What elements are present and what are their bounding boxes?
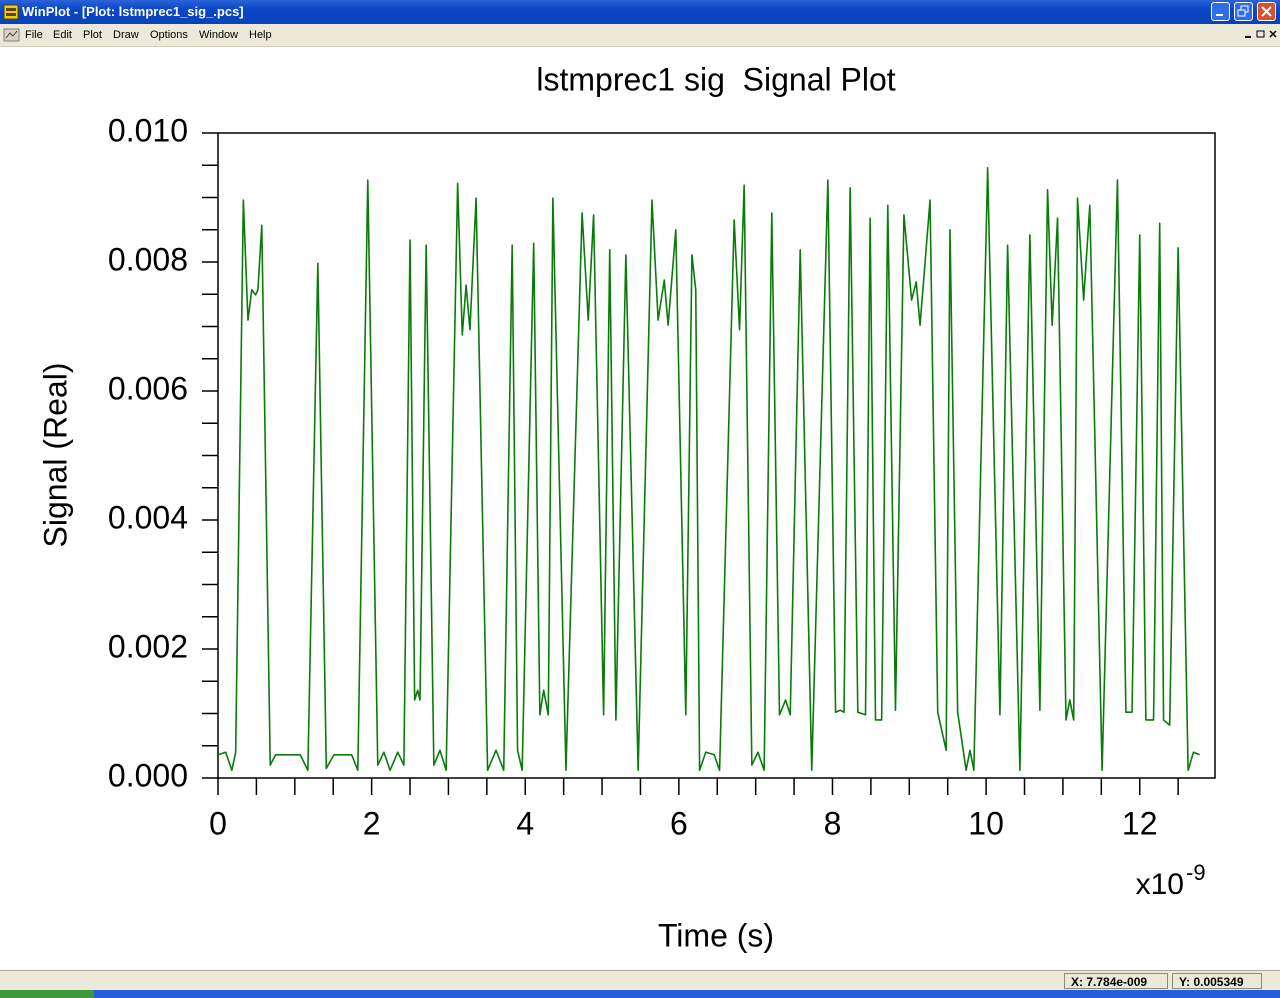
menu-bar: File Edit Plot Draw Options Window Help (0, 24, 1280, 47)
menu-item[interactable]: Draw (113, 29, 139, 41)
x-tick-label: 2 (363, 805, 381, 841)
close-button[interactable] (1257, 2, 1276, 21)
y-tick-label: 0.006 (108, 370, 188, 406)
menu-item[interactable]: Help (249, 29, 272, 41)
taskbar (0, 990, 1280, 998)
y-tick-label: 0.002 (108, 628, 188, 664)
x-tick-label: 12 (1122, 805, 1158, 841)
x-tick-label: 8 (824, 805, 842, 841)
chart: lstmprec1 sig Signal Plot Signal (Real) … (37, 61, 1216, 953)
y-tick-label: 0.000 (108, 757, 188, 793)
app-icon (3, 4, 19, 20)
status-bar: X: 7.784e-009 Y: 0.005349 (0, 970, 1280, 991)
signal-line (217, 167, 1200, 772)
x-axis-label: Time (s) (658, 917, 774, 953)
status-y: Y: 0.005349 (1172, 973, 1262, 989)
x-tick-label: 0 (209, 805, 227, 841)
title-bar: WinPlot - [Plot: lstmprec1_sig_.pcs] (0, 0, 1280, 24)
doc-icon (3, 28, 20, 42)
y-axis-label: Signal (Real) (37, 363, 73, 548)
menu-item[interactable]: File (25, 29, 43, 41)
menu-item[interactable]: Plot (83, 29, 102, 41)
x-tick-label: 4 (516, 805, 534, 841)
x-tick-label: 6 (670, 805, 688, 841)
start-button[interactable] (0, 990, 94, 998)
x-multiplier-base: x10 (1136, 868, 1184, 901)
minimize-button[interactable] (1211, 2, 1230, 21)
menu-item[interactable]: Options (150, 29, 188, 41)
y-tick-label: 0.010 (108, 112, 188, 148)
status-x: X: 7.784e-009 (1064, 973, 1168, 989)
y-tick-label: 0.004 (108, 499, 188, 535)
window-title: WinPlot - [Plot: lstmprec1_sig_.pcs] (22, 4, 244, 19)
mdi-buttons[interactable] (1242, 28, 1278, 42)
chart-title: lstmprec1 sig Signal Plot (536, 61, 895, 97)
x-tick-label: 10 (968, 805, 1004, 841)
menu-item[interactable]: Window (199, 29, 239, 41)
x-multiplier-exponent: -9 (1186, 860, 1206, 885)
y-tick-label: 0.008 (108, 241, 188, 277)
restore-button[interactable] (1234, 2, 1253, 21)
menu-item[interactable]: Edit (53, 29, 72, 41)
